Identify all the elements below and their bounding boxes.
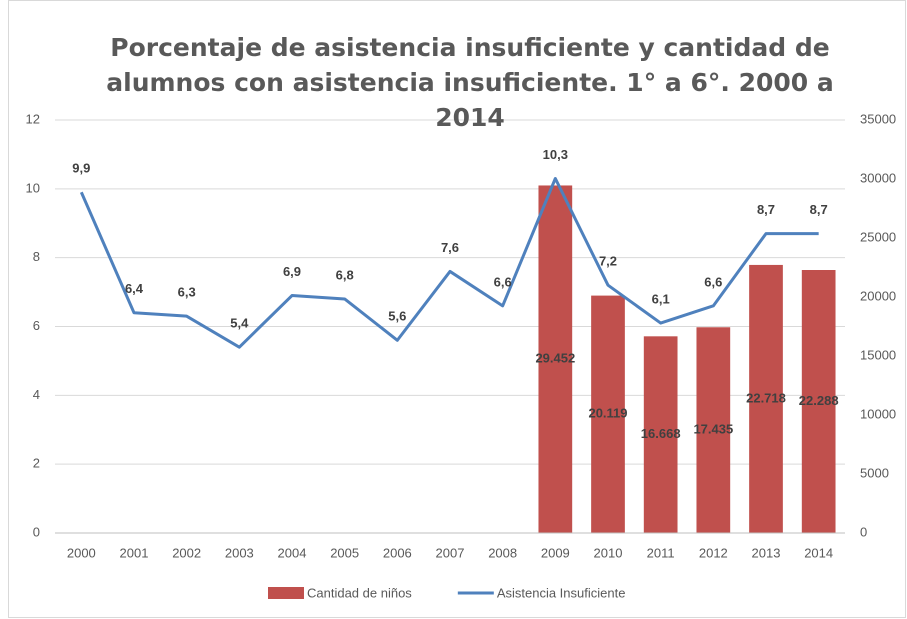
x-tick-label: 2006 xyxy=(383,545,412,560)
legend-label: Asistencia Insuficiente xyxy=(497,585,626,600)
data-label: 20.119 xyxy=(588,406,627,421)
data-label: 9,9 xyxy=(72,161,90,176)
data-label: 6,8 xyxy=(336,267,354,282)
x-tick-label: 2012 xyxy=(699,545,728,560)
data-label: 6,6 xyxy=(704,274,722,289)
y-tick-label: 6 xyxy=(33,318,40,333)
line xyxy=(79,177,819,349)
chart-title: Porcentaje de asistencia insuficiente y … xyxy=(106,33,834,132)
data-label: 16.668 xyxy=(641,426,681,441)
x-tick-label: 2009 xyxy=(541,545,570,560)
y2-tick-label: 10000 xyxy=(860,406,896,421)
x-tick-label: 2008 xyxy=(488,545,517,560)
x-tick-label: 2007 xyxy=(436,545,465,560)
y2-tick-label: 15000 xyxy=(860,347,896,362)
y-tick-label: 8 xyxy=(33,249,40,264)
legend-label: Cantidad de niños xyxy=(307,585,412,600)
data-label: 22.718 xyxy=(746,390,786,405)
data-label: 7,6 xyxy=(441,240,459,255)
data-label: 6,9 xyxy=(283,264,301,279)
y-tick-label: 12 xyxy=(26,111,40,126)
y2-tick-label: 5000 xyxy=(860,465,889,480)
y2-tick-label: 35000 xyxy=(860,111,896,126)
x-tick-label: 2002 xyxy=(172,545,201,560)
y2-tick-label: 20000 xyxy=(860,288,896,303)
y2-tick-label: 30000 xyxy=(860,170,896,185)
data-label: 8,7 xyxy=(810,202,828,217)
data-label: 29.452 xyxy=(535,351,575,366)
y2-tick-label: 25000 xyxy=(860,229,896,244)
data-label: 22.288 xyxy=(799,393,839,408)
data-label: 17.435 xyxy=(693,422,733,437)
bar xyxy=(749,264,783,533)
bar xyxy=(696,327,731,533)
x-tick-label: 2014 xyxy=(804,545,833,560)
data-label: 6,3 xyxy=(178,285,196,300)
bar xyxy=(643,336,678,533)
data-label: 5,6 xyxy=(388,309,406,324)
y-tick-label: 2 xyxy=(33,456,40,471)
x-tick-label: 2013 xyxy=(752,545,781,560)
data-label: 10,3 xyxy=(543,147,568,162)
x-tick-label: 2010 xyxy=(594,545,623,560)
y-tick-label: 0 xyxy=(33,524,40,539)
x-tick-label: 2004 xyxy=(278,545,307,560)
x-tick-label: 2000 xyxy=(67,545,96,560)
x-tick-label: 2011 xyxy=(647,545,675,560)
y-tick-label: 10 xyxy=(26,180,40,195)
x-tick-label: 2005 xyxy=(330,545,359,560)
y2-tick-label: 0 xyxy=(860,524,867,539)
data-label: 6,1 xyxy=(652,291,670,306)
bar xyxy=(801,270,836,533)
legend-swatch xyxy=(268,587,304,599)
y-tick-label: 4 xyxy=(33,387,40,402)
data-label: 5,4 xyxy=(230,316,249,331)
chart-border xyxy=(8,0,906,618)
data-label: 7,2 xyxy=(599,254,617,269)
data-label: 6,6 xyxy=(494,274,512,289)
data-label: 6,4 xyxy=(125,281,144,296)
x-tick-label: 2001 xyxy=(120,545,149,560)
data-label: 8,7 xyxy=(757,202,775,217)
bar xyxy=(591,295,625,533)
bar xyxy=(538,185,573,533)
x-tick-label: 2003 xyxy=(225,545,254,560)
